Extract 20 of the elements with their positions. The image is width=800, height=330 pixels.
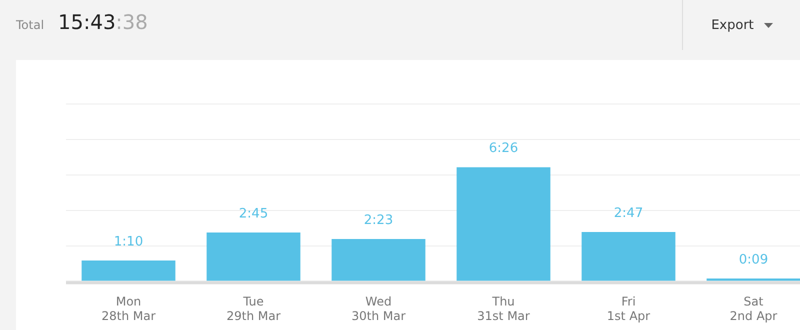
chart-title: Total — [16, 18, 44, 32]
data-label: 2:47 — [614, 206, 644, 221]
bar — [582, 232, 676, 281]
bar — [206, 232, 300, 281]
x-tick-label: Tue 29th Mar — [226, 294, 281, 323]
data-label: 2:45 — [238, 206, 268, 222]
x-tick-label: Fri 1st Apr — [606, 294, 650, 323]
text: Export — [711, 18, 754, 32]
x-tick-label: Mon 28th Mar — [101, 294, 156, 323]
bar — [456, 167, 550, 281]
data-label: 6:26 — [488, 141, 518, 156]
bar — [332, 239, 426, 281]
data-label: 2:23 — [364, 212, 394, 228]
x-tick-label: Thu 31st Mar — [477, 294, 530, 323]
chart-subtitle: 15:43:38 — [58, 10, 148, 34]
bar — [82, 260, 176, 281]
x-tick-label: Sat 2nd Apr — [730, 294, 778, 323]
x-tick-label: Wed 30th Mar — [351, 294, 406, 323]
data-label: 1:10 — [114, 234, 144, 250]
data-label: 0:09 — [738, 252, 768, 268]
